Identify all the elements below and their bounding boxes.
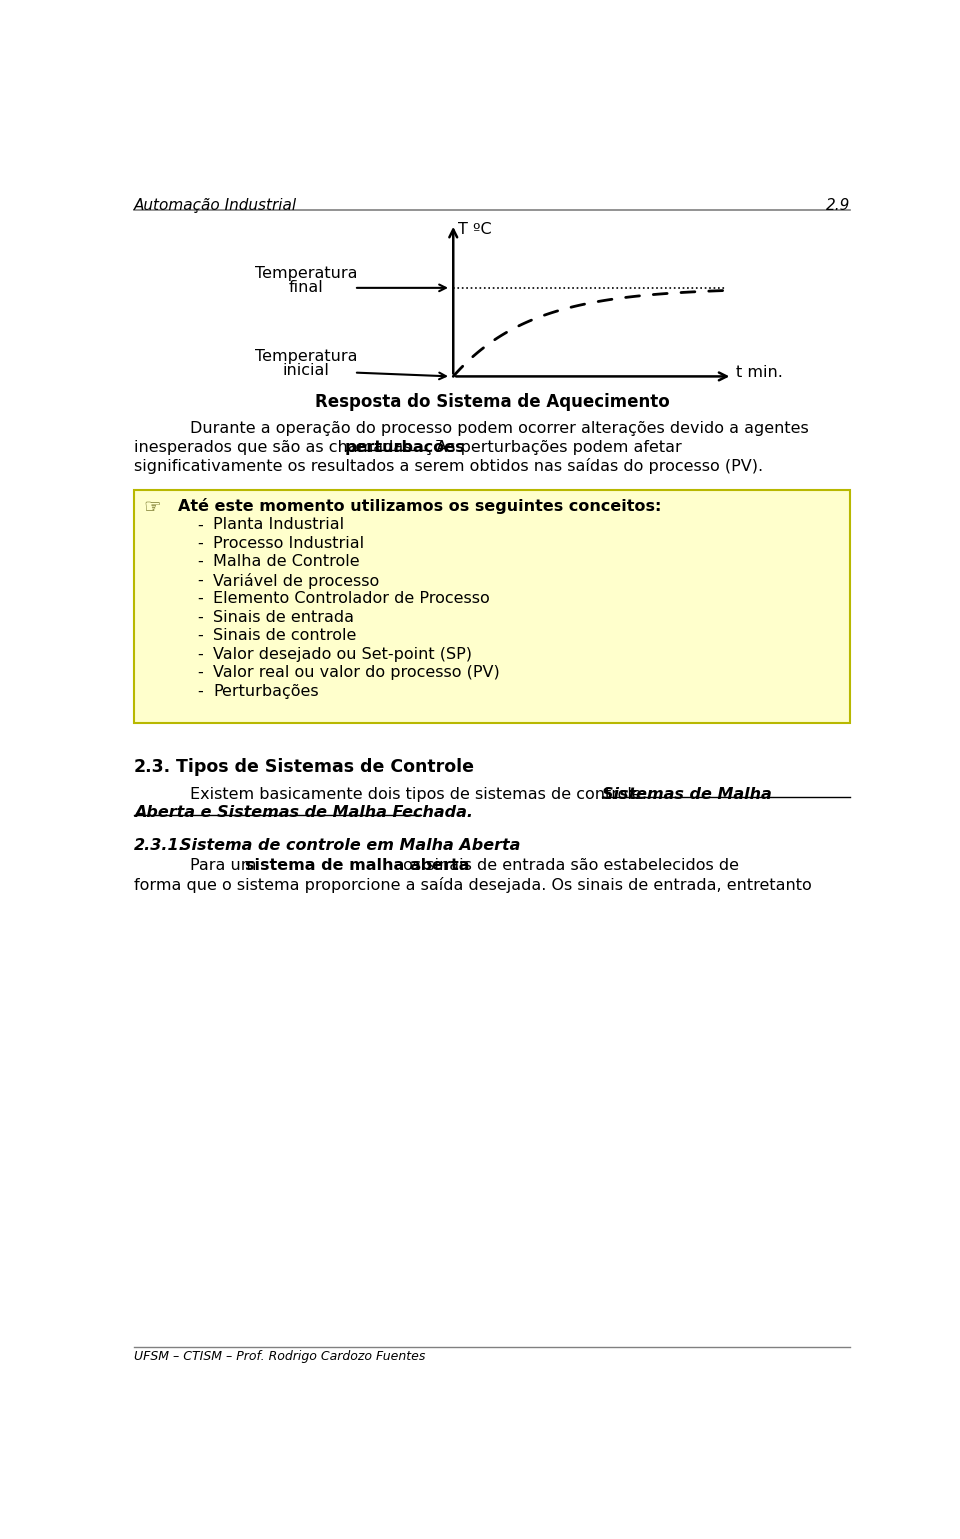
- Text: Variável de processo: Variável de processo: [213, 573, 379, 589]
- Text: ☞: ☞: [143, 499, 160, 517]
- Text: Existem basicamente dois tipos de sistemas de controle:: Existem basicamente dois tipos de sistem…: [190, 786, 652, 802]
- Text: -: -: [198, 554, 204, 569]
- Text: inesperados que são as chamadas: inesperados que são as chamadas: [134, 440, 417, 454]
- Text: Sistemas de Malha: Sistemas de Malha: [602, 786, 772, 802]
- Text: inicial: inicial: [282, 363, 329, 379]
- Text: -: -: [198, 536, 204, 551]
- Text: -: -: [198, 646, 204, 662]
- Text: UFSM – CTISM – Prof. Rodrigo Cardozo Fuentes: UFSM – CTISM – Prof. Rodrigo Cardozo Fue…: [134, 1350, 425, 1362]
- Text: 2.9: 2.9: [826, 199, 850, 212]
- Text: Resposta do Sistema de Aquecimento: Resposta do Sistema de Aquecimento: [315, 394, 669, 411]
- Text: -: -: [198, 573, 204, 588]
- Text: Para um: Para um: [190, 859, 261, 874]
- Text: Temperatura: Temperatura: [254, 266, 357, 282]
- Text: -: -: [198, 683, 204, 699]
- FancyBboxPatch shape: [134, 491, 850, 723]
- Text: Temperatura: Temperatura: [254, 349, 357, 365]
- Text: t min.: t min.: [736, 365, 783, 380]
- Text: . As perturbações podem afetar: . As perturbações podem afetar: [426, 440, 682, 454]
- Text: Elemento Controlador de Processo: Elemento Controlador de Processo: [213, 591, 490, 606]
- Text: Perturbações: Perturbações: [213, 683, 319, 699]
- Text: Sinais de entrada: Sinais de entrada: [213, 609, 354, 625]
- Text: Durante a operação do processo podem ocorrer alterações devido a agentes: Durante a operação do processo podem oco…: [190, 422, 808, 436]
- Text: -: -: [198, 665, 204, 680]
- Text: Valor real ou valor do processo (PV): Valor real ou valor do processo (PV): [213, 665, 500, 680]
- Text: -: -: [198, 609, 204, 625]
- Text: 2.3.1.: 2.3.1.: [134, 837, 185, 853]
- Text: Sistema de controle em Malha Aberta: Sistema de controle em Malha Aberta: [180, 837, 521, 853]
- Text: -: -: [198, 591, 204, 606]
- Text: Sinais de controle: Sinais de controle: [213, 628, 356, 643]
- Text: Aberta e Sistemas de Malha Fechada.: Aberta e Sistemas de Malha Fechada.: [134, 805, 473, 820]
- Text: T ºC: T ºC: [458, 223, 492, 237]
- Text: perturbações: perturbações: [345, 440, 466, 454]
- Text: forma que o sistema proporcione a saída desejada. Os sinais de entrada, entretan: forma que o sistema proporcione a saída …: [134, 877, 812, 893]
- Text: Até este momento utilizamos os seguintes conceitos:: Até este momento utilizamos os seguintes…: [179, 499, 661, 514]
- Text: Processo Industrial: Processo Industrial: [213, 536, 364, 551]
- Text: Planta Industrial: Planta Industrial: [213, 517, 344, 532]
- Text: Automação Industrial: Automação Industrial: [134, 199, 297, 212]
- Text: os sinais de entrada são estabelecidos de: os sinais de entrada são estabelecidos d…: [398, 859, 739, 874]
- Text: -: -: [198, 517, 204, 532]
- Text: 2.3.: 2.3.: [134, 757, 171, 776]
- Text: significativamente os resultados a serem obtidos nas saídas do processo (PV).: significativamente os resultados a serem…: [134, 459, 763, 474]
- Text: Valor desejado ou Set-point (SP): Valor desejado ou Set-point (SP): [213, 646, 472, 662]
- Text: sistema de malha aberta: sistema de malha aberta: [245, 859, 469, 874]
- Text: Tipos de Sistemas de Controle: Tipos de Sistemas de Controle: [176, 757, 474, 776]
- Text: final: final: [289, 280, 324, 295]
- Text: -: -: [198, 628, 204, 643]
- Text: Malha de Controle: Malha de Controle: [213, 554, 360, 569]
